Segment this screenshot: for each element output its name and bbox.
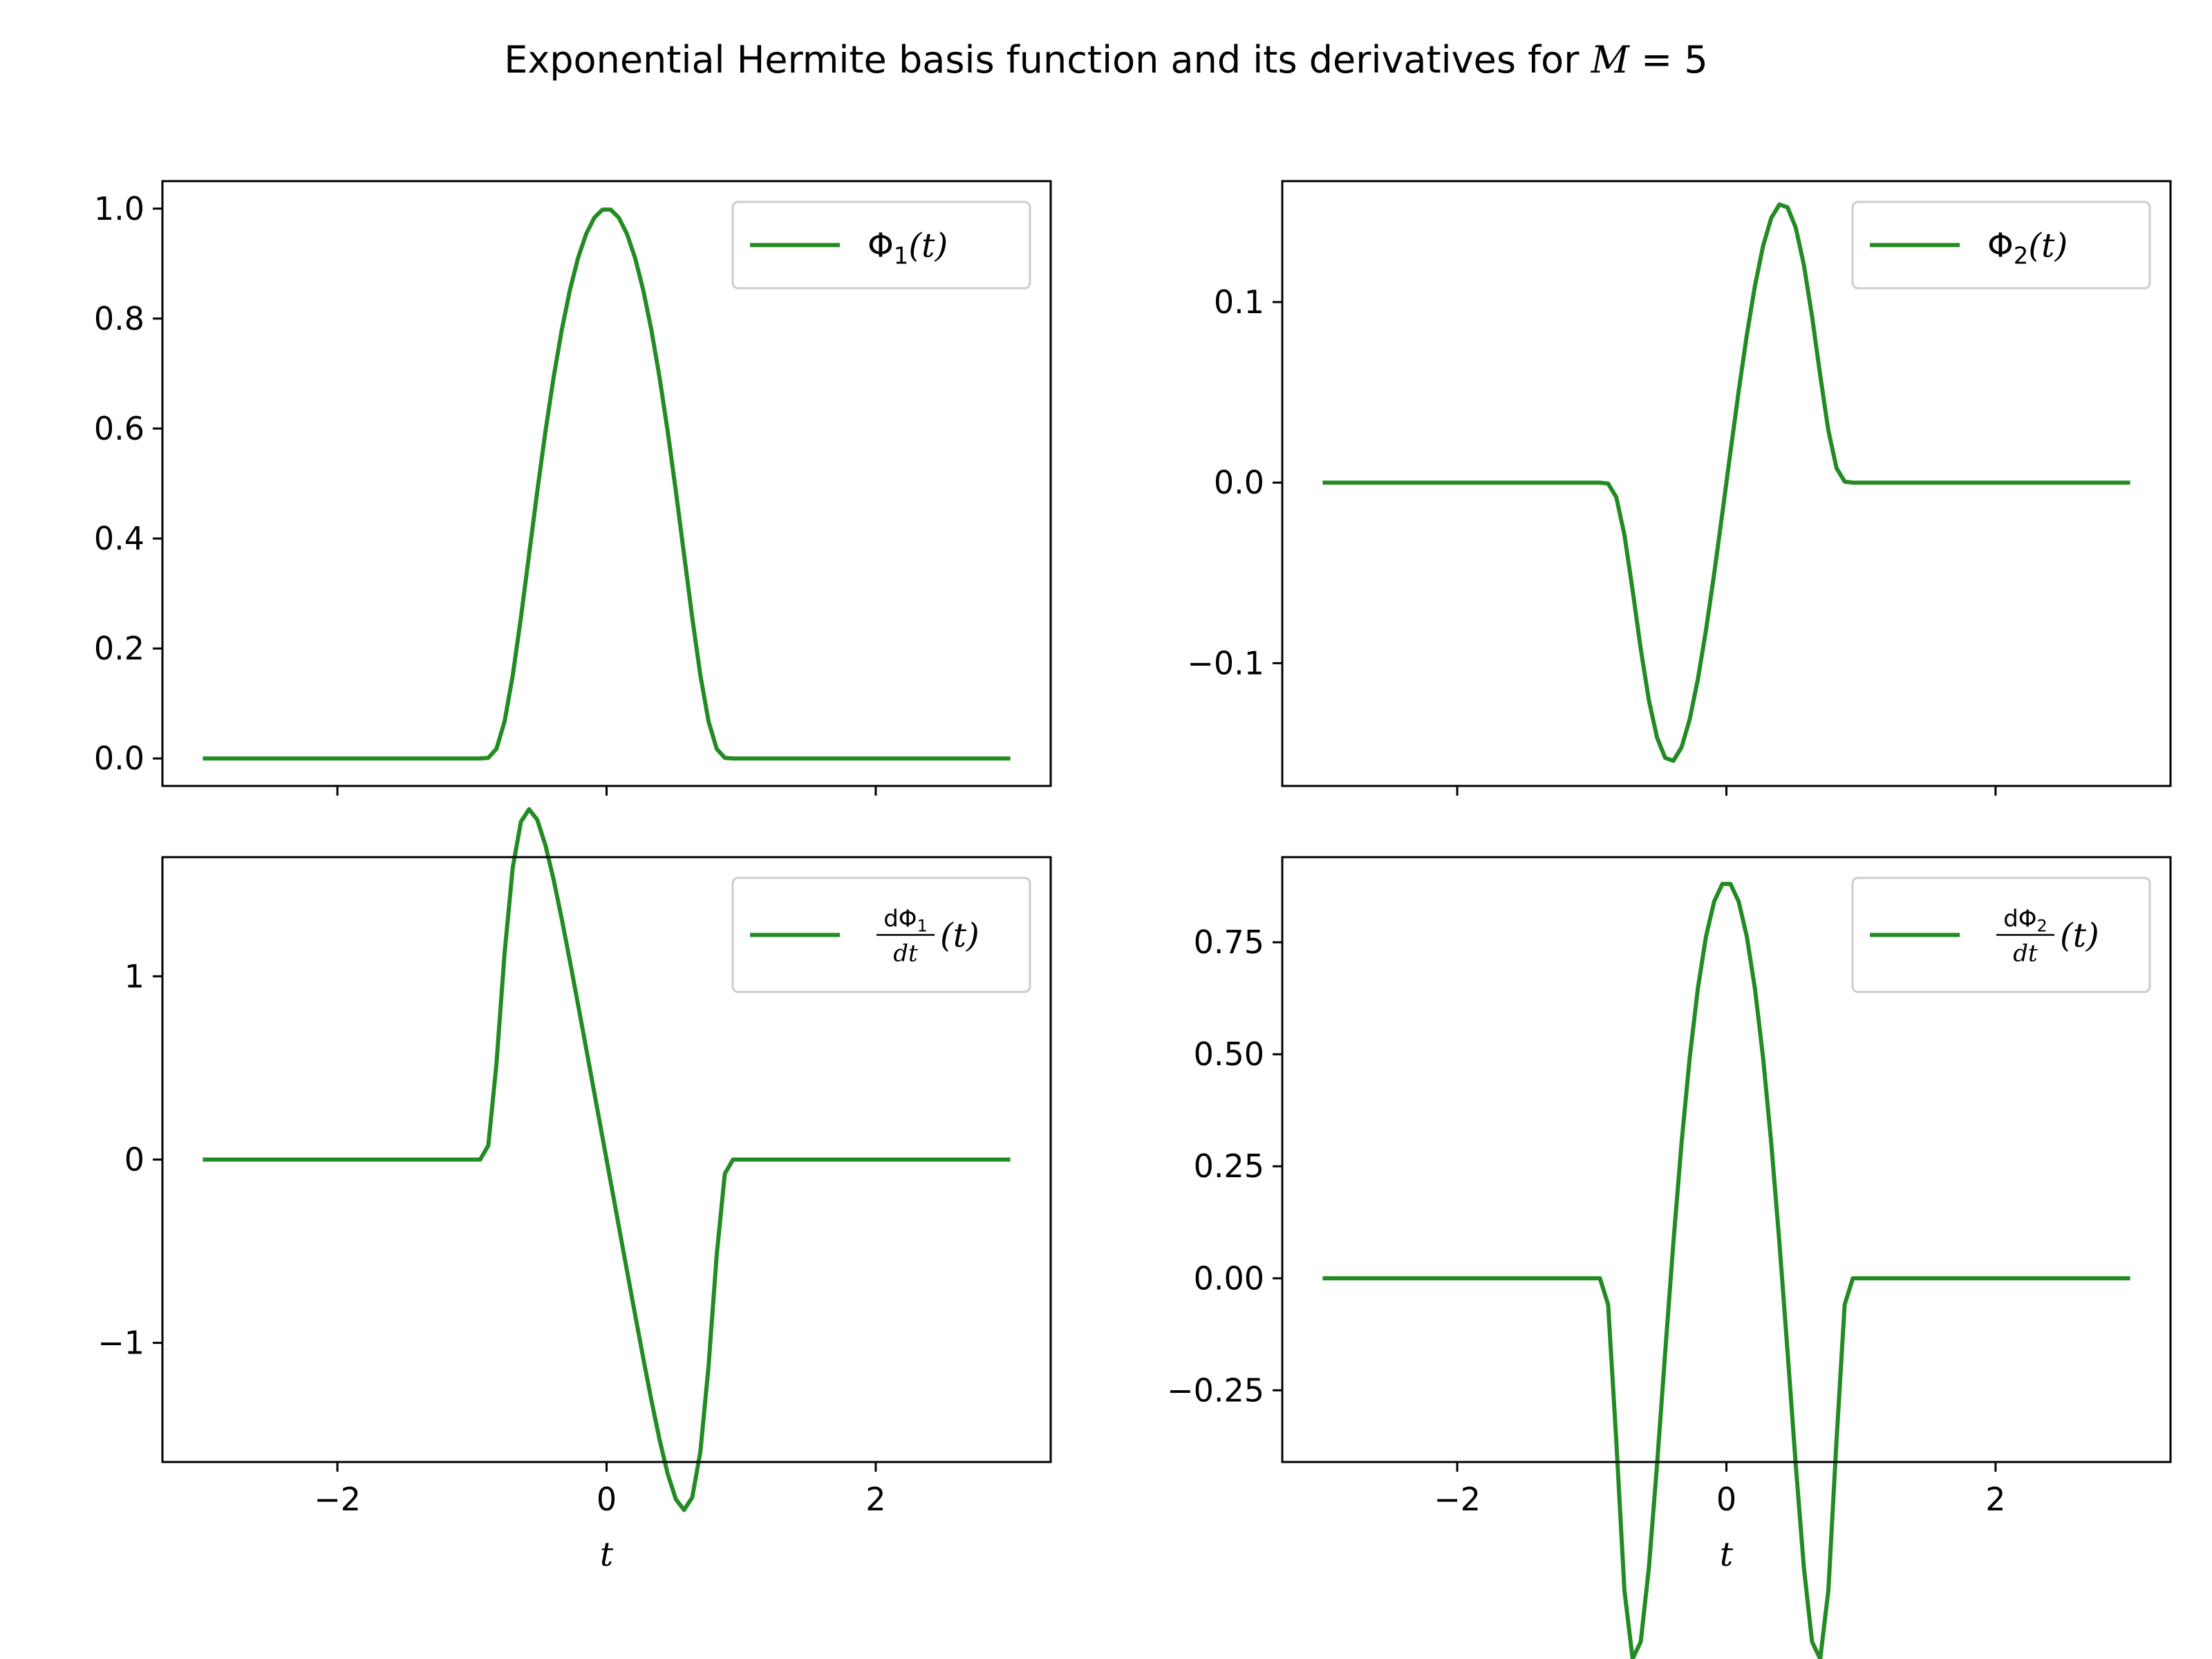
x-tick-label: 2 [1985, 1481, 2005, 1518]
subplot-top-right: −0.1 0.0 0.1 Φ2(t) [1187, 180, 2172, 796]
legend-label: Φ2(t) [1987, 227, 2068, 270]
legend-numerator: dΦ1 [883, 906, 928, 936]
legend: Φ2(t) [1851, 200, 2151, 290]
legend-box [1851, 200, 2151, 290]
x-tick-label: 2 [865, 1481, 885, 1518]
x-tick-label: −2 [314, 1481, 361, 1518]
x-axis-label: t [600, 1535, 614, 1574]
y-tick-label: 0.2 [94, 630, 144, 667]
x-tick-label: 0 [1716, 1481, 1736, 1518]
legend-argument: (t) [2060, 917, 2099, 955]
y-tick-label: 1.0 [94, 190, 144, 227]
legend-label: Φ1(t) [868, 227, 948, 270]
legend: dΦ2 dt (t) [1851, 877, 2151, 993]
y-tick-label: −0.25 [1167, 1371, 1264, 1409]
y-tick-label: −1 [97, 1324, 144, 1362]
y-tick-label: 0.6 [94, 410, 144, 447]
subplot-grid: 0.0 0.2 0.4 0.6 0.8 1.0 Φ1(t) −0.1 0.0 0.1 Φ2(t) −1… [94, 180, 2172, 1659]
legend: dΦ1 dt (t) [731, 877, 1031, 993]
y-tick-label: 0.1 [1214, 283, 1264, 321]
y-tick-label: 1 [124, 957, 144, 995]
legend-denominator: dt [2013, 940, 2038, 968]
series-line-dphi2 [1322, 881, 2130, 1659]
y-tick-label: 0.0 [94, 740, 144, 777]
y-tick-label: 0.25 [1194, 1147, 1264, 1185]
y-tick-label: 0.00 [1194, 1259, 1264, 1297]
series-line-dphi1 [203, 807, 1011, 1512]
subplot-bottom-left: −1 0 1 −2 0 2 t dΦ1 dt (t) [97, 807, 1052, 1574]
y-tick-label: 0.75 [1194, 924, 1264, 961]
x-tick-label: 0 [597, 1481, 617, 1518]
legend-box [731, 200, 1031, 290]
y-tick-label: −0.1 [1187, 644, 1264, 682]
x-axis-label: t [1720, 1535, 1734, 1574]
x-tick-label: −2 [1434, 1481, 1481, 1518]
y-tick-label: 0.0 [1214, 464, 1264, 501]
y-tick-label: 0.50 [1194, 1035, 1264, 1073]
subplot-bottom-right: −0.25 0.00 0.25 0.50 0.75 −2 0 2 t dΦ2 dt (t) [1167, 856, 2172, 1659]
figure-title: Exponential Hermite basis function and i… [504, 38, 1708, 82]
series-line-phi2 [1322, 202, 2130, 763]
y-tick-label: 0.8 [94, 300, 144, 337]
subplot-top-left: 0.0 0.2 0.4 0.6 0.8 1.0 Φ1(t) [94, 180, 1052, 796]
legend-argument: (t) [940, 917, 980, 955]
series-line-phi1 [203, 207, 1011, 761]
legend: Φ1(t) [731, 200, 1031, 290]
legend-denominator: dt [893, 940, 918, 968]
legend-numerator: dΦ2 [2003, 906, 2047, 936]
y-tick-label: 0.4 [94, 520, 144, 557]
y-tick-label: 0 [124, 1141, 144, 1179]
